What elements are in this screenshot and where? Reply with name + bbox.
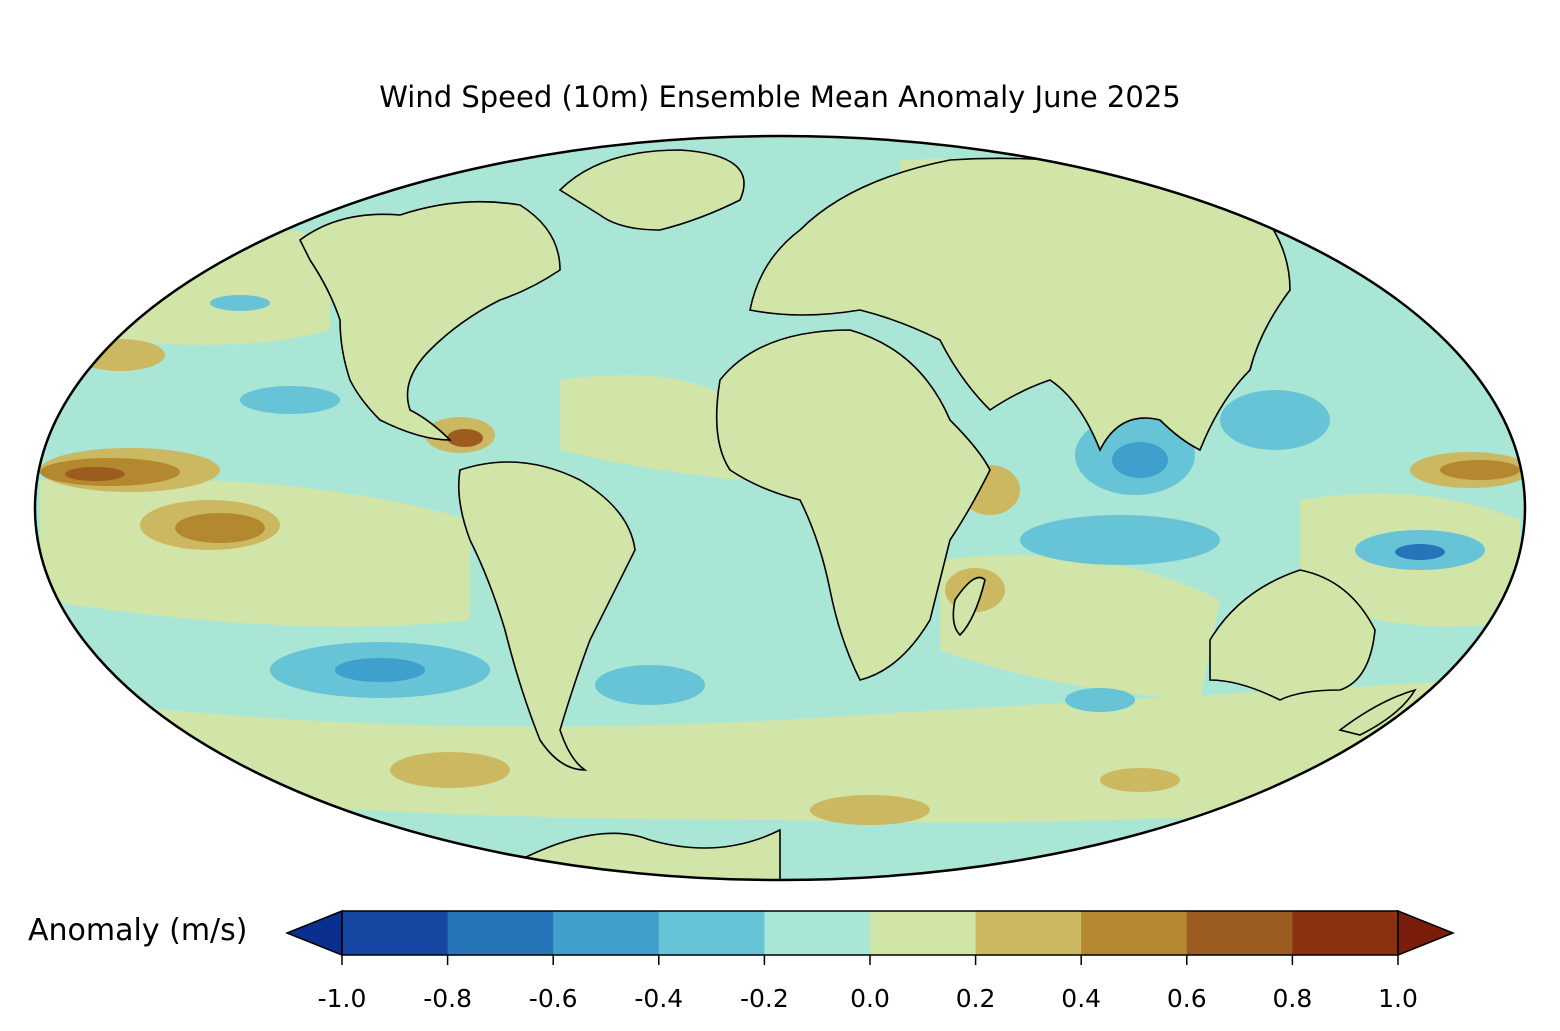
colorbar-under-extension bbox=[284, 909, 343, 957]
south-china-sea-negative bbox=[1220, 390, 1330, 450]
central-pacific-max-inner bbox=[65, 467, 125, 481]
south-indian-patch bbox=[810, 795, 930, 825]
map-title: Wind Speed (10m) Ensemble Mean Anomaly J… bbox=[379, 80, 1181, 114]
south-pacific-core bbox=[335, 658, 425, 682]
south-atlantic-patch bbox=[390, 752, 510, 788]
colorbar-bin bbox=[764, 911, 871, 955]
north-pacific-negative bbox=[240, 386, 340, 414]
globe-outline bbox=[33, 134, 1527, 882]
colorbar-bin bbox=[975, 911, 1082, 955]
globe bbox=[35, 136, 1525, 880]
colorbar-bin bbox=[1292, 911, 1399, 955]
south-pacific-patch bbox=[1100, 768, 1180, 792]
colorbar-bin bbox=[553, 911, 660, 955]
colorbar-over-extension bbox=[1397, 909, 1456, 957]
colorbar-label: Anomaly (m/s) bbox=[28, 913, 248, 948]
new-zealand bbox=[1338, 688, 1417, 736]
east-pacific-max-core bbox=[175, 513, 265, 543]
colorbar-tick-label: -0.8 bbox=[423, 984, 472, 1013]
north-pacific-patch bbox=[75, 339, 165, 371]
australia-south-negative bbox=[1065, 688, 1135, 712]
colorbar-bin bbox=[658, 911, 765, 955]
greenland bbox=[558, 149, 745, 231]
africa bbox=[715, 329, 991, 681]
colorbar-bin bbox=[1186, 911, 1293, 955]
colorbar-tick-label: 0.0 bbox=[850, 984, 890, 1013]
colorbar-tick-label: 0.2 bbox=[955, 984, 996, 1013]
eurasia bbox=[749, 157, 1291, 452]
indian-ocean-negative bbox=[1020, 515, 1220, 565]
coral-sea-core bbox=[1395, 544, 1445, 560]
colorbar-tick-label: 1.0 bbox=[1378, 984, 1418, 1013]
colorbar bbox=[284, 909, 1456, 965]
continents bbox=[298, 149, 1417, 880]
caribbean-max-core bbox=[447, 429, 483, 447]
colorbar-bin bbox=[447, 911, 554, 955]
colorbar-tick-label: -1.0 bbox=[317, 984, 367, 1013]
colorbar-tick-label: 0.4 bbox=[1061, 984, 1102, 1013]
bay-of-bengal-core bbox=[1112, 442, 1168, 478]
colorbar-tick-label: -0.6 bbox=[528, 984, 578, 1013]
colorbar-bin bbox=[870, 911, 977, 955]
north-america bbox=[298, 200, 561, 441]
south-america bbox=[457, 461, 636, 771]
colorbar-tick-label: 0.6 bbox=[1166, 984, 1207, 1013]
colorbar-tick-label: 0.8 bbox=[1272, 984, 1313, 1013]
madagascar bbox=[952, 576, 986, 637]
antarctica bbox=[519, 828, 781, 880]
colorbar-bin bbox=[342, 911, 449, 955]
colorbar-bin bbox=[1081, 911, 1188, 955]
south-atlantic-negative bbox=[595, 665, 705, 705]
south-indian-positive bbox=[940, 555, 1220, 700]
australia bbox=[1209, 569, 1376, 701]
north-pacific-negative-2 bbox=[210, 295, 270, 311]
tropical-atlantic-positive bbox=[560, 375, 760, 480]
colorbar-tick-label: -0.2 bbox=[740, 984, 789, 1013]
west-pacific-east-max-core bbox=[1440, 460, 1520, 480]
colorbar-tick-label: -0.4 bbox=[634, 984, 684, 1013]
